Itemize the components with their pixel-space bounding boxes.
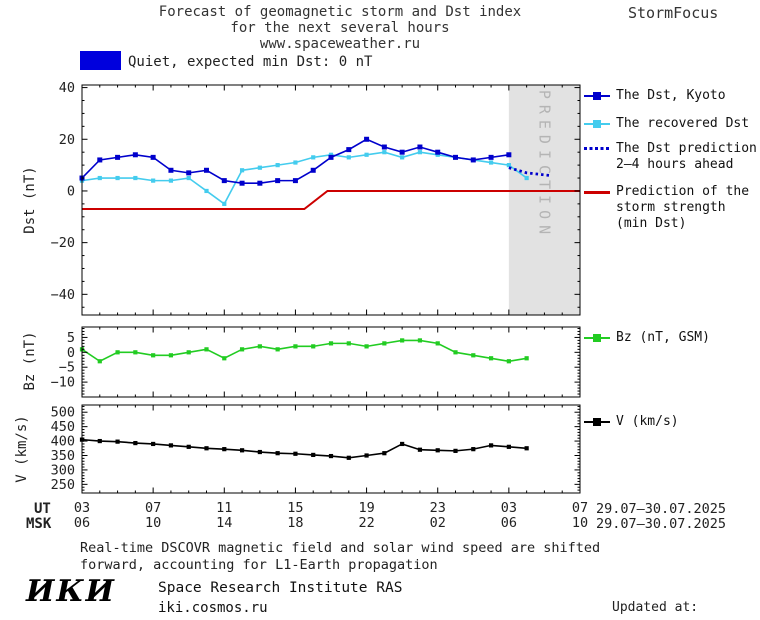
msk-tick-label: 10 — [572, 515, 588, 531]
svg-text:500: 500 — [51, 405, 75, 421]
legend-dst-prediction: The Dst prediction 2–4 hours ahead — [584, 141, 757, 173]
title-line1: Forecast of geomagnetic storm and Dst in… — [158, 4, 522, 20]
legend-v-label: V (km/s) — [616, 414, 679, 429]
institute-name: Space Research Institute RAS — [158, 580, 403, 596]
legend-dst-kyoto: The Dst, Kyoto — [584, 88, 726, 104]
footer-note-line1: Real-time DSCOVR magnetic field and sola… — [80, 540, 601, 556]
storm-status-label: Quiet, expected min Dst: 0 nT — [128, 54, 373, 70]
legend-storm-strength-label: Prediction of the storm strength (min Ds… — [616, 184, 749, 232]
prediction-band-label: PREDICTION — [535, 90, 553, 240]
svg-text:250: 250 — [51, 477, 75, 493]
ut-tick-label: 07 — [572, 500, 588, 516]
ut-tick-label: 03 — [74, 500, 90, 516]
legend-dst-prediction-line2: 2–4 hours ahead — [616, 157, 734, 172]
msk-tick-label: 22 — [358, 515, 374, 531]
ut-tick-label: 11 — [216, 500, 232, 516]
legend-bz: Bz (nT, GSM) — [584, 330, 710, 346]
msk-tick-label: 06 — [501, 515, 517, 531]
msk-date-range: 29.07–30.07.2025 — [596, 516, 727, 532]
svg-text:300: 300 — [51, 462, 75, 478]
legend-recovered-dst-label: The recovered Dst — [616, 116, 750, 131]
msk-tick-label: 10 — [145, 515, 161, 531]
msk-tick-label: 06 — [74, 515, 90, 531]
updated-label: Updated at: — [612, 600, 699, 615]
legend-dst-prediction-line1: The Dst prediction — [616, 141, 757, 156]
brand-label: StormFocus — [628, 4, 719, 22]
iki-logo: ИКИ — [26, 574, 116, 609]
title-line2: for the next several hours — [230, 20, 450, 36]
svg-text:5: 5 — [67, 330, 75, 346]
bz-axis-label: Bz (nT) — [22, 331, 38, 391]
ut-date-range: 29.07–30.07.2025 — [596, 501, 727, 517]
spaceweather-link: www.spaceweather.ru — [259, 36, 421, 52]
v-axis-label: V (km/s) — [14, 415, 30, 483]
legend-dst-prediction-label: The Dst prediction 2–4 hours ahead — [616, 141, 757, 173]
storm-level-swatch — [80, 51, 121, 70]
legend-bz-label: Bz (nT, GSM) — [616, 330, 710, 345]
legend-storm-strength: Prediction of the storm strength (min Ds… — [584, 184, 749, 232]
footer-note-line2: forward, accounting for L1-Earth propaga… — [80, 557, 438, 573]
svg-text:−40: −40 — [51, 287, 75, 303]
iki-site-link: iki.cosmos.ru — [158, 600, 268, 616]
svg-text:0: 0 — [67, 183, 75, 199]
storm-strength-marker-icon — [584, 185, 610, 199]
legend-storm-strength-line3: (min Dst) — [616, 216, 687, 231]
updated-block: Updated at: UT 03:05, 30.07.2025 MSK 06:… — [598, 568, 760, 620]
svg-text:−10: −10 — [51, 375, 75, 391]
svg-text:400: 400 — [51, 434, 75, 450]
legend-storm-strength-line1: Prediction of the — [616, 184, 750, 199]
v-marker-icon — [584, 415, 610, 429]
prediction-band — [508, 85, 580, 315]
legend-v: V (km/s) — [584, 414, 679, 430]
legend-dst-kyoto-label: The Dst, Kyoto — [616, 88, 726, 103]
svg-text:350: 350 — [51, 448, 75, 464]
svg-text:450: 450 — [51, 419, 75, 435]
ut-tick-label: 07 — [145, 500, 161, 516]
dst-prediction-marker-icon — [584, 142, 610, 156]
msk-tick-label: 02 — [430, 515, 446, 531]
svg-text:20: 20 — [59, 132, 75, 148]
svg-text:40: 40 — [59, 80, 75, 96]
svg-text:−20: −20 — [51, 235, 75, 251]
dst-axis-label: Dst (nT) — [22, 166, 38, 234]
svg-text:0: 0 — [67, 345, 75, 361]
dst-kyoto-marker-icon — [584, 89, 610, 103]
msk-tick-label: 18 — [287, 515, 303, 531]
bz-marker-icon — [584, 331, 610, 345]
msk-axis-word: MSK — [26, 516, 52, 532]
legend-storm-strength-line2: storm strength — [616, 200, 726, 215]
msk-tick-label: 14 — [216, 515, 232, 531]
svg-text:−5: −5 — [59, 360, 75, 376]
ut-tick-label: 19 — [358, 500, 374, 516]
legend-recovered-dst: The recovered Dst — [584, 116, 749, 132]
recovered-dst-marker-icon — [584, 117, 610, 131]
page-title: Forecast of geomagnetic storm and Dst in… — [100, 4, 580, 52]
ut-tick-label: 03 — [501, 500, 517, 516]
ut-axis-word: UT — [34, 501, 51, 517]
ut-tick-label: 23 — [430, 500, 446, 516]
ut-tick-label: 15 — [287, 500, 303, 516]
